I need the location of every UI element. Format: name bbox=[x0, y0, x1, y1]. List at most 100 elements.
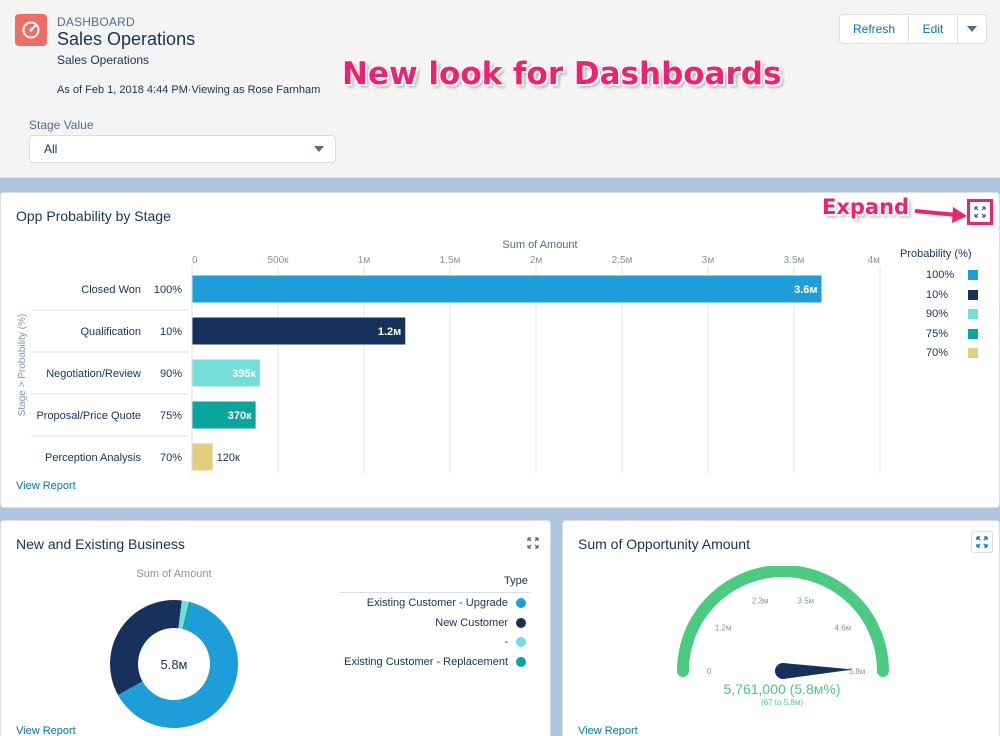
gauge-needle-hub bbox=[775, 663, 791, 679]
legend-divider bbox=[339, 592, 531, 593]
as-of-text: As of Feb 1, 2018 4:44 PM·Viewing as Ros… bbox=[57, 84, 321, 96]
neb-legend-item: Existing Customer - Replacement bbox=[344, 656, 526, 668]
dashboard-header: DASHBOARD Sales Operations Sales Operati… bbox=[0, 0, 1000, 178]
x-tick-label: 500к bbox=[267, 255, 289, 266]
header-eyebrow: DASHBOARD bbox=[57, 15, 135, 29]
neb-legend-item: Existing Customer - Upgrade bbox=[367, 597, 526, 609]
header-button-group: Refresh Edit bbox=[839, 14, 987, 44]
bar bbox=[192, 317, 406, 345]
x-tick-label: 0 bbox=[192, 255, 198, 266]
neb-legend-label: Existing Customer - Upgrade bbox=[366, 597, 508, 609]
sum-view-report-link[interactable]: View Report bbox=[578, 725, 638, 736]
bar bbox=[192, 275, 822, 303]
opp-legend-item: 90% bbox=[926, 308, 978, 320]
opp-bar-chart: Sum of Amount 0 500к 1м 1.5м 2м 2.5м 3м 3.5м 4м St… bbox=[17, 239, 881, 473]
sum-opportunity-card: Sum of Opportunity Amount 0 1.2м 2.3м 3.5м 4… bbox=[562, 520, 1000, 736]
y-category-label: Proposal/Price Quote bbox=[36, 410, 141, 422]
neb-legend-swatch bbox=[516, 637, 526, 647]
donut-slice bbox=[110, 600, 182, 695]
donut-slice bbox=[178, 600, 189, 629]
expand-button[interactable] bbox=[967, 199, 993, 225]
opp-probability-card: Opp Probability by Stage Expand Sum of A… bbox=[0, 192, 1000, 508]
edit-button[interactable]: Edit bbox=[909, 15, 958, 43]
gauge-tick-label: 3.5м bbox=[798, 597, 815, 606]
y-probability-label: 100% bbox=[154, 284, 182, 296]
neb-legend-swatch bbox=[516, 617, 526, 628]
opp-legend-item: 75% bbox=[926, 328, 978, 340]
y-category-label: Qualification bbox=[80, 326, 141, 338]
y-probability-label: 90% bbox=[160, 368, 182, 380]
bar-data-label: 1.2м bbox=[378, 326, 401, 338]
neb-legend-label: Existing Customer - Replacement bbox=[344, 655, 508, 668]
expand-icon bbox=[974, 206, 986, 218]
neb-legend-item: - bbox=[504, 636, 526, 648]
y-category-label: Closed Won bbox=[81, 284, 141, 296]
filter-selected-value: All bbox=[44, 142, 58, 156]
sum-expand-button[interactable] bbox=[971, 531, 993, 553]
opp-legend-swatch bbox=[968, 270, 978, 280]
opp-legend-item: 10% bbox=[926, 289, 978, 301]
x-tick-label: 1.5м bbox=[440, 255, 461, 266]
x-tick-label: 2м bbox=[530, 255, 543, 266]
page-subtitle: Sales Operations bbox=[57, 53, 150, 67]
opp-legend-item: 70% bbox=[926, 347, 978, 359]
bar bbox=[192, 359, 260, 387]
more-actions-button[interactable] bbox=[958, 15, 986, 43]
opp-legend-swatch bbox=[968, 328, 978, 339]
opp-legend-label: 75% bbox=[926, 327, 949, 340]
neb-card-title: New and Existing Business bbox=[16, 536, 185, 552]
opp-legend-label: 70% bbox=[926, 347, 949, 359]
neb-expand-button[interactable] bbox=[523, 533, 543, 553]
gauge-arc bbox=[677, 566, 889, 677]
opp-legend-title: Probability (%) bbox=[900, 248, 972, 260]
opp-legend-label: 100% bbox=[926, 269, 955, 281]
neb-legend-label: - bbox=[504, 636, 508, 648]
chevron-down-icon bbox=[967, 26, 977, 32]
bar-data-label: 395к bbox=[232, 368, 256, 380]
y-probability-label: 70% bbox=[160, 452, 182, 464]
donut-slice bbox=[182, 601, 192, 630]
neb-legend-swatch bbox=[516, 656, 526, 667]
gauge-range-label: (67 to 5.8м) bbox=[761, 698, 803, 707]
sum-card-title: Sum of Opportunity Amount bbox=[578, 536, 750, 552]
neb-legend-label: New Customer bbox=[435, 616, 508, 629]
opp-view-report-link[interactable]: View Report bbox=[16, 480, 76, 492]
new-existing-business-card: New and Existing Business Sum of Amount 5… bbox=[0, 520, 551, 736]
neb-legend-title: Type bbox=[504, 575, 528, 587]
dashboard-app-icon bbox=[15, 14, 47, 46]
x-tick-label: 1м bbox=[358, 255, 371, 266]
gauge-value-label: 5,761,000 (5.8м%) bbox=[723, 681, 841, 697]
bar-data-label: 120к bbox=[217, 452, 240, 464]
gauge-tick-label: 4.6м bbox=[835, 624, 852, 633]
y-category-label: Negotiation/Review bbox=[46, 368, 141, 380]
refresh-button[interactable]: Refresh bbox=[840, 15, 909, 43]
stage-value-filter[interactable]: All bbox=[29, 135, 336, 163]
gauge-tick-label: 2.3м bbox=[752, 597, 769, 606]
callout-arrow bbox=[914, 207, 967, 223]
y-category-label: Perception Analysis bbox=[45, 452, 141, 464]
opp-legend-label: 90% bbox=[926, 308, 949, 320]
new-look-callout: New look for Dashboards bbox=[342, 56, 782, 92]
opp-legend-label: 10% bbox=[926, 288, 949, 301]
opp-legend-swatch bbox=[968, 289, 978, 300]
gauge-icon bbox=[22, 21, 40, 39]
donut-title: Sum of Amount bbox=[136, 568, 211, 580]
y-axis-title: Stage > Probability (%) bbox=[17, 314, 28, 417]
bar bbox=[192, 401, 256, 429]
page-title: Sales Operations bbox=[57, 29, 196, 49]
x-axis-title: Sum of Amount bbox=[502, 239, 577, 251]
opp-legend-item: 100% bbox=[926, 269, 978, 281]
gauge-tick-label: 5.8м bbox=[849, 667, 866, 676]
x-tick-label: 3.5м bbox=[784, 255, 805, 266]
neb-legend-item: New Customer bbox=[435, 617, 526, 629]
opp-legend-swatch bbox=[968, 348, 978, 358]
y-probability-label: 10% bbox=[160, 326, 182, 338]
x-tick-label: 4м bbox=[868, 255, 881, 266]
neb-view-report-link[interactable]: View Report bbox=[16, 725, 76, 736]
x-tick-label: 2.5м bbox=[612, 255, 633, 266]
expand-icon bbox=[527, 537, 539, 549]
gauge-tick-label: 1.2м bbox=[715, 624, 732, 633]
bar bbox=[192, 443, 213, 471]
filter-label: Stage Value bbox=[29, 118, 94, 132]
bar-data-label: 3.6м bbox=[794, 284, 817, 296]
